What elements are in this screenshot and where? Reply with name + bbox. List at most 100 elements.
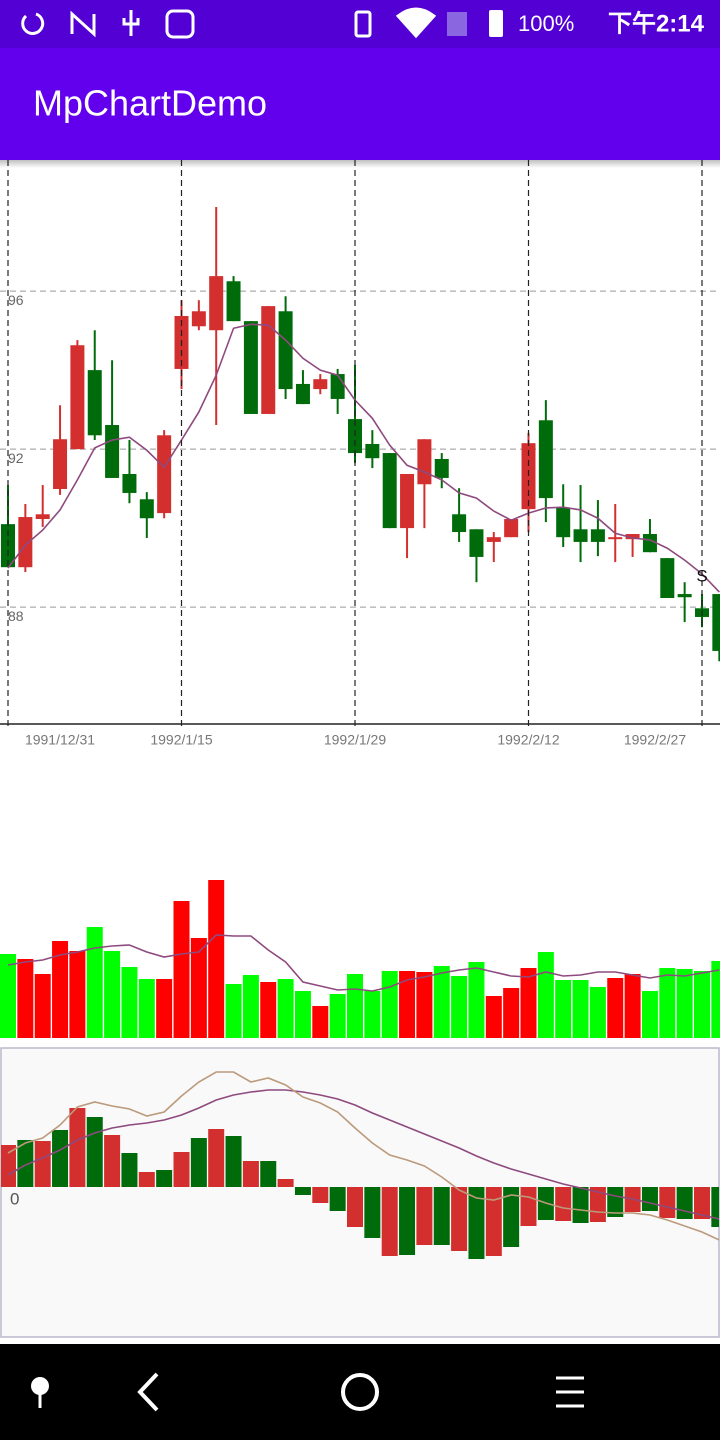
battery-level: 100% [518,11,574,36]
macd-bar [641,1187,658,1211]
macd-line [7,1071,719,1241]
volume-bar [364,991,381,1038]
volume-bar [294,991,311,1038]
macd-bar [242,1161,259,1187]
macd-bar [572,1187,589,1223]
candle-body [35,514,50,520]
volume-bar [607,978,624,1038]
volume-bar [503,988,520,1038]
macd-bar [364,1187,381,1238]
volume-bar [312,1006,329,1038]
candle-body [278,311,293,390]
candle-body [105,425,120,478]
volume-bar [416,972,433,1038]
macd-bar [451,1187,468,1251]
x-tick-label: 1992/1/29 [324,732,386,748]
nav-bar [0,1344,720,1440]
macd-bar [17,1140,34,1187]
candle-body [382,453,397,529]
macd-bar [294,1187,311,1195]
volume-bar [138,979,155,1038]
candle-body [226,281,241,322]
volume-bar [34,974,51,1038]
macd-line [7,1089,719,1220]
candle-body [556,507,571,538]
menu-button[interactable] [556,1376,584,1408]
macd-bar [399,1187,416,1255]
back-button[interactable] [137,1372,159,1412]
macd-bar [156,1170,173,1187]
status-bar [0,0,720,48]
macd-bar [34,1141,51,1187]
volume-bar [190,938,207,1038]
candle-body [625,534,640,540]
candle-body [573,529,588,542]
volume-bar [277,979,294,1038]
volume-bar [242,975,259,1038]
candle-body [504,519,519,538]
volume-bar [485,996,502,1038]
candle-body [434,458,449,478]
macd-bar [503,1187,520,1247]
volume-bar [676,969,693,1038]
app-bar [0,48,720,160]
candle-body [139,499,154,519]
candle-body [87,370,102,436]
candle-body [365,443,380,459]
candle-body [330,374,345,399]
annotation: S [696,566,707,585]
macd-bar [433,1187,450,1245]
y-tick-label: 96 [8,292,24,308]
macd-bar [312,1187,329,1203]
x-tick-label: 1992/2/27 [624,732,686,748]
macd-bar [676,1187,693,1219]
macd-bar [659,1187,676,1218]
volume-bar [225,984,242,1038]
volume-ma-line [7,934,720,992]
volume-bar [381,971,398,1038]
candle-body [590,529,605,542]
candle-body [348,419,362,454]
macd-bar [711,1187,719,1227]
home-button[interactable] [341,1373,379,1411]
macd-bar [694,1187,710,1219]
candle-body [538,420,553,499]
macd-bar [329,1187,346,1211]
candle-body [469,529,484,557]
volume-bar [69,951,86,1038]
volume-bar [589,987,606,1038]
candle-body [122,473,137,493]
macd-bar [555,1187,572,1221]
nav-icons [31,1372,584,1412]
candle-body [712,594,720,651]
volume-bar [572,980,589,1038]
macd-bar [138,1172,155,1187]
volume-bar [104,951,121,1038]
macd-bar [520,1187,537,1226]
macd-bar [589,1187,606,1222]
volume-bar [641,991,658,1038]
x-tick-label: 1992/1/15 [150,732,212,748]
candle-body [157,435,172,514]
macd-bar [381,1187,398,1256]
volume-bar [329,994,346,1038]
macd-bar [485,1187,502,1256]
x-tick-label: 1991/12/31 [25,732,95,748]
volume-bar [520,968,537,1038]
macd-bar [69,1108,86,1187]
volume-bar [17,959,34,1038]
volume-bar [173,901,190,1038]
chart-candlestick [0,207,720,662]
candle-body [486,537,501,542]
candle-body [677,594,692,598]
volume-bar [433,966,450,1038]
macd-bar [86,1117,103,1187]
volume-bar [468,962,485,1038]
clock: 下午2:14 [608,9,705,37]
candle-body [400,473,415,529]
candle-body [209,276,224,331]
candle-body [452,514,467,533]
macd-bar [416,1187,433,1245]
status-icons [21,7,503,39]
